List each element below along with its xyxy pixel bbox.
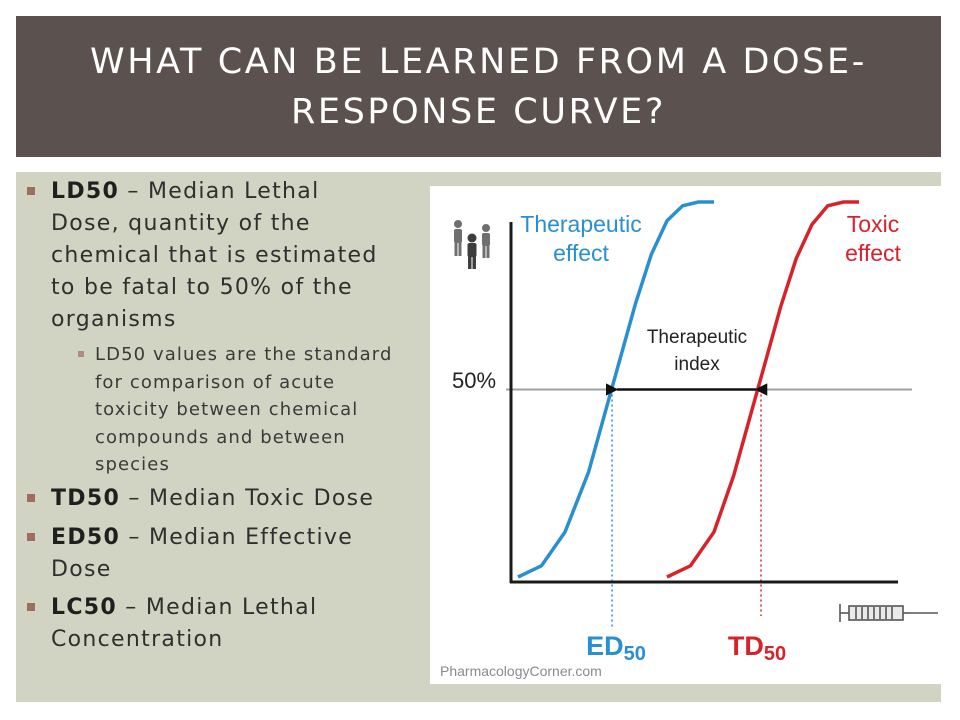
- sub-bullet-text-line: toxicity between chemical: [95, 399, 359, 420]
- bullet-term: LD50: [51, 179, 120, 204]
- bullet-marker: [27, 494, 35, 502]
- dose-response-figure: 50% Therapeutic index Therapeutic effect…: [430, 186, 941, 684]
- slide-title-bar: WHAT CAN BE LEARNED FROM A DOSE- RESPONS…: [16, 16, 941, 157]
- bullet-text-line: Dose: [51, 557, 112, 582]
- bullet-text-line: Concentration: [51, 627, 224, 652]
- sub-bullet-marker: [78, 351, 84, 357]
- td50-label: TD50: [728, 631, 786, 665]
- bullet-lc50: LC50 – Median Lethal Concentration: [27, 592, 436, 656]
- ed50-label: ED50: [586, 631, 646, 665]
- bullet-separator: –: [120, 486, 149, 511]
- td50-label-main: TD: [728, 631, 764, 661]
- bullet-text-line: chemical that is estimated: [51, 243, 378, 268]
- bullet-text-line: organisms: [51, 307, 177, 332]
- bullet-ld50: LD50 – Median Lethal Dose, quantity of t…: [27, 176, 436, 336]
- sub-bullet-text-line: compounds and between: [95, 426, 346, 448]
- slide-title-line-2: RESPONSE CURVE?: [290, 91, 667, 132]
- slide-title-line-1: WHAT CAN BE LEARNED FROM A DOSE-: [90, 41, 867, 82]
- bullet-ed50: ED50 – Median Effective Dose: [27, 522, 436, 586]
- sub-bullet-text-line: for comparison of acute: [95, 371, 336, 393]
- bullet-term: TD50: [51, 486, 121, 511]
- sub-bullet-text-line: species: [95, 454, 170, 475]
- dose-response-chart: 50% Therapeutic index Therapeutic effect…: [440, 200, 938, 679]
- bullet-marker: [27, 533, 35, 541]
- ed50-label-subscript: 50: [624, 643, 646, 665]
- sub-bullet-text-line: LD50 values are the standard: [95, 344, 393, 365]
- bullet-td50: TD50 – Median Toxic Dose: [27, 483, 436, 515]
- bullet-separator: –: [120, 525, 149, 550]
- ed50-label-main: ED: [586, 631, 624, 661]
- bullet-term: LC50: [51, 595, 117, 620]
- bullet-term: ED50: [51, 525, 121, 550]
- bullet-text-line: Median Lethal: [148, 179, 320, 204]
- therapeutic-index-label-line-2: index: [674, 354, 720, 375]
- bullet-text-line: Median Toxic Dose: [148, 486, 375, 511]
- bullet-marker: [27, 187, 35, 195]
- bullet-separator: –: [116, 595, 146, 620]
- therapeutic-effect-curve: [517, 200, 714, 579]
- people-icon: [454, 220, 490, 269]
- toxic-effect-label-line-1: Toxic: [847, 211, 899, 237]
- therapeutic-effect-label-line-2: effect: [553, 240, 609, 266]
- bullet-text-line: Dose, quantity of the: [51, 211, 311, 236]
- bullet-list: LD50 – Median Lethal Dose, quantity of t…: [16, 172, 436, 702]
- syringe-icon: [839, 604, 938, 622]
- bullet-text-line: Median Effective: [149, 525, 354, 550]
- bullet-text-line: Median Lethal: [145, 595, 318, 620]
- toxic-effect-label-line-2: effect: [845, 240, 901, 266]
- bullet-separator: –: [119, 179, 148, 204]
- bullet-marker: [27, 603, 35, 611]
- sub-bullet-ld50-standard: LD50 values are the standard for compari…: [78, 341, 440, 479]
- bullet-text-line: to be fatal to 50% of the: [51, 275, 353, 300]
- source-credit: PharmacologyCorner.com: [440, 663, 602, 679]
- toxic-effect-curve: [666, 200, 859, 579]
- td50-label-subscript: 50: [764, 643, 786, 665]
- therapeutic-index-label-line-1: Therapeutic: [647, 327, 747, 348]
- fifty-percent-label: 50%: [452, 368, 496, 393]
- therapeutic-effect-label-line-1: Therapeutic: [520, 211, 641, 237]
